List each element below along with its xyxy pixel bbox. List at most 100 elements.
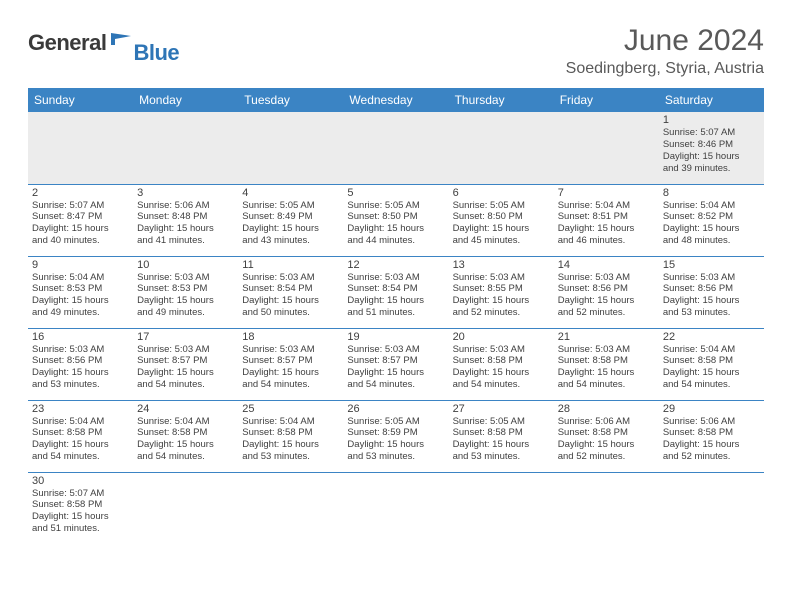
- daylight-line-2: and 46 minutes.: [558, 235, 655, 247]
- sunrise-line: Sunrise: 5:03 AM: [137, 344, 234, 356]
- daylight-line-1: Daylight: 15 hours: [558, 223, 655, 235]
- calendar-cell: 2Sunrise: 5:07 AMSunset: 8:47 PMDaylight…: [28, 184, 133, 256]
- sunset-line: Sunset: 8:48 PM: [137, 211, 234, 223]
- day-info: Sunrise: 5:04 AMSunset: 8:58 PMDaylight:…: [32, 416, 129, 464]
- sunset-line: Sunset: 8:58 PM: [137, 427, 234, 439]
- day-info: Sunrise: 5:04 AMSunset: 8:53 PMDaylight:…: [32, 272, 129, 320]
- calendar-cell: 5Sunrise: 5:05 AMSunset: 8:50 PMDaylight…: [343, 184, 448, 256]
- sunset-line: Sunset: 8:59 PM: [347, 427, 444, 439]
- calendar-cell: 16Sunrise: 5:03 AMSunset: 8:56 PMDayligh…: [28, 328, 133, 400]
- sunrise-line: Sunrise: 5:03 AM: [347, 344, 444, 356]
- day-number: 24: [137, 403, 234, 415]
- daylight-line-2: and 53 minutes.: [347, 451, 444, 463]
- daylight-line-2: and 49 minutes.: [32, 307, 129, 319]
- daylight-line-2: and 43 minutes.: [242, 235, 339, 247]
- day-number: 7: [558, 187, 655, 199]
- weekday-header: Friday: [554, 88, 659, 112]
- daylight-line-1: Daylight: 15 hours: [558, 367, 655, 379]
- calendar-cell: [554, 472, 659, 544]
- daylight-line-2: and 51 minutes.: [347, 307, 444, 319]
- sunrise-line: Sunrise: 5:06 AM: [558, 416, 655, 428]
- sunrise-line: Sunrise: 5:03 AM: [32, 344, 129, 356]
- daylight-line-1: Daylight: 15 hours: [32, 367, 129, 379]
- day-info: Sunrise: 5:05 AMSunset: 8:50 PMDaylight:…: [453, 200, 550, 248]
- daylight-line-1: Daylight: 15 hours: [137, 223, 234, 235]
- daylight-line-2: and 51 minutes.: [32, 523, 129, 535]
- weekday-header-row: Sunday Monday Tuesday Wednesday Thursday…: [28, 88, 764, 112]
- calendar-cell: 10Sunrise: 5:03 AMSunset: 8:53 PMDayligh…: [133, 256, 238, 328]
- location: Soedingberg, Styria, Austria: [566, 60, 764, 78]
- daylight-line-2: and 54 minutes.: [137, 379, 234, 391]
- daylight-line-1: Daylight: 15 hours: [242, 295, 339, 307]
- daylight-line-2: and 45 minutes.: [453, 235, 550, 247]
- calendar-cell: 21Sunrise: 5:03 AMSunset: 8:58 PMDayligh…: [554, 328, 659, 400]
- sunrise-line: Sunrise: 5:03 AM: [242, 272, 339, 284]
- sunrise-line: Sunrise: 5:04 AM: [32, 272, 129, 284]
- calendar-cell: [554, 112, 659, 184]
- day-info: Sunrise: 5:03 AMSunset: 8:56 PMDaylight:…: [32, 344, 129, 392]
- sunrise-line: Sunrise: 5:03 AM: [558, 272, 655, 284]
- sunrise-line: Sunrise: 5:05 AM: [242, 200, 339, 212]
- calendar-cell: 20Sunrise: 5:03 AMSunset: 8:58 PMDayligh…: [449, 328, 554, 400]
- day-number: 27: [453, 403, 550, 415]
- calendar-week-row: 2Sunrise: 5:07 AMSunset: 8:47 PMDaylight…: [28, 184, 764, 256]
- sunrise-line: Sunrise: 5:03 AM: [242, 344, 339, 356]
- sunrise-line: Sunrise: 5:04 AM: [663, 200, 760, 212]
- sunset-line: Sunset: 8:57 PM: [347, 355, 444, 367]
- daylight-line-2: and 54 minutes.: [32, 451, 129, 463]
- day-number: 10: [137, 259, 234, 271]
- day-info: Sunrise: 5:03 AMSunset: 8:55 PMDaylight:…: [453, 272, 550, 320]
- month-title: June 2024: [566, 24, 764, 58]
- calendar-cell: 8Sunrise: 5:04 AMSunset: 8:52 PMDaylight…: [659, 184, 764, 256]
- calendar-cell: 1Sunrise: 5:07 AMSunset: 8:46 PMDaylight…: [659, 112, 764, 184]
- day-number: 2: [32, 187, 129, 199]
- sunset-line: Sunset: 8:50 PM: [453, 211, 550, 223]
- day-number: 16: [32, 331, 129, 343]
- day-info: Sunrise: 5:07 AMSunset: 8:47 PMDaylight:…: [32, 200, 129, 248]
- sunset-line: Sunset: 8:58 PM: [453, 427, 550, 439]
- daylight-line-1: Daylight: 15 hours: [453, 367, 550, 379]
- day-info: Sunrise: 5:03 AMSunset: 8:56 PMDaylight:…: [558, 272, 655, 320]
- day-info: Sunrise: 5:05 AMSunset: 8:50 PMDaylight:…: [347, 200, 444, 248]
- day-number: 18: [242, 331, 339, 343]
- day-number: 22: [663, 331, 760, 343]
- calendar-cell: 18Sunrise: 5:03 AMSunset: 8:57 PMDayligh…: [238, 328, 343, 400]
- day-number: 17: [137, 331, 234, 343]
- sunrise-line: Sunrise: 5:06 AM: [663, 416, 760, 428]
- day-info: Sunrise: 5:03 AMSunset: 8:57 PMDaylight:…: [347, 344, 444, 392]
- sunrise-line: Sunrise: 5:05 AM: [347, 200, 444, 212]
- daylight-line-1: Daylight: 15 hours: [663, 367, 760, 379]
- day-number: 20: [453, 331, 550, 343]
- calendar-cell: [238, 112, 343, 184]
- day-number: 11: [242, 259, 339, 271]
- day-number: 26: [347, 403, 444, 415]
- sunset-line: Sunset: 8:58 PM: [663, 427, 760, 439]
- sunset-line: Sunset: 8:52 PM: [663, 211, 760, 223]
- calendar-cell: 26Sunrise: 5:05 AMSunset: 8:59 PMDayligh…: [343, 400, 448, 472]
- sunrise-line: Sunrise: 5:04 AM: [32, 416, 129, 428]
- daylight-line-1: Daylight: 15 hours: [137, 439, 234, 451]
- calendar-table: Sunday Monday Tuesday Wednesday Thursday…: [28, 88, 764, 544]
- calendar-cell: 3Sunrise: 5:06 AMSunset: 8:48 PMDaylight…: [133, 184, 238, 256]
- day-info: Sunrise: 5:06 AMSunset: 8:58 PMDaylight:…: [558, 416, 655, 464]
- sunrise-line: Sunrise: 5:03 AM: [663, 272, 760, 284]
- daylight-line-1: Daylight: 15 hours: [663, 439, 760, 451]
- calendar-cell: [343, 112, 448, 184]
- daylight-line-2: and 53 minutes.: [242, 451, 339, 463]
- daylight-line-2: and 52 minutes.: [558, 451, 655, 463]
- sunrise-line: Sunrise: 5:05 AM: [453, 416, 550, 428]
- daylight-line-2: and 54 minutes.: [137, 451, 234, 463]
- sunset-line: Sunset: 8:54 PM: [242, 283, 339, 295]
- sunset-line: Sunset: 8:56 PM: [663, 283, 760, 295]
- daylight-line-1: Daylight: 15 hours: [137, 295, 234, 307]
- sunrise-line: Sunrise: 5:04 AM: [663, 344, 760, 356]
- day-info: Sunrise: 5:04 AMSunset: 8:58 PMDaylight:…: [663, 344, 760, 392]
- calendar-cell: 14Sunrise: 5:03 AMSunset: 8:56 PMDayligh…: [554, 256, 659, 328]
- calendar-cell: 7Sunrise: 5:04 AMSunset: 8:51 PMDaylight…: [554, 184, 659, 256]
- calendar-cell: 11Sunrise: 5:03 AMSunset: 8:54 PMDayligh…: [238, 256, 343, 328]
- day-number: 1: [663, 114, 760, 126]
- day-info: Sunrise: 5:07 AMSunset: 8:58 PMDaylight:…: [32, 488, 129, 536]
- daylight-line-1: Daylight: 15 hours: [32, 223, 129, 235]
- weekday-header: Wednesday: [343, 88, 448, 112]
- calendar-cell: 22Sunrise: 5:04 AMSunset: 8:58 PMDayligh…: [659, 328, 764, 400]
